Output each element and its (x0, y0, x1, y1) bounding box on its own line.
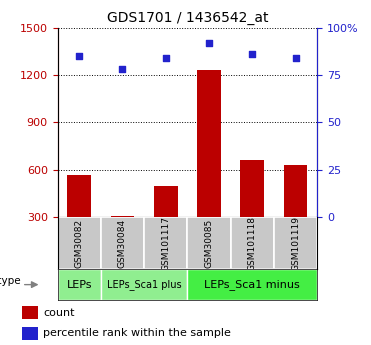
Text: GSM101117: GSM101117 (161, 216, 170, 271)
Bar (274, 217, 317, 269)
Point (119, 67, 125, 72)
Point (249, 51, 255, 57)
Text: LEPs: LEPs (66, 280, 92, 289)
Text: GSM30085: GSM30085 (204, 219, 213, 268)
Bar (101, 269, 187, 300)
Point (163, 55, 169, 61)
Text: percentile rank within the sample: percentile rank within the sample (43, 328, 231, 338)
Bar (101, 217, 144, 269)
Text: cell type: cell type (0, 276, 20, 286)
Text: GSM101119: GSM101119 (291, 216, 300, 271)
Text: GSM101118: GSM101118 (248, 216, 257, 271)
Point (76, 53, 82, 59)
Bar (58, 217, 101, 269)
Bar (240, 160, 264, 217)
Text: LEPs_Sca1 minus: LEPs_Sca1 minus (204, 279, 300, 290)
Bar (231, 217, 274, 269)
Bar (154, 186, 178, 217)
Bar (144, 217, 187, 269)
Bar (67, 175, 91, 217)
Bar (187, 269, 317, 300)
Bar (284, 165, 308, 217)
Bar (22, 306, 38, 319)
Text: GSM30084: GSM30084 (118, 219, 127, 268)
Text: GSM30082: GSM30082 (75, 219, 83, 268)
Bar (22, 327, 38, 339)
Point (293, 55, 299, 61)
Bar (58, 269, 101, 300)
Bar (197, 70, 221, 217)
Text: count: count (43, 308, 75, 318)
Text: LEPs_Sca1 plus: LEPs_Sca1 plus (107, 279, 181, 290)
Title: GDS1701 / 1436542_at: GDS1701 / 1436542_at (106, 11, 268, 25)
Bar (111, 216, 134, 217)
Bar (187, 217, 231, 269)
Point (206, 40, 212, 46)
